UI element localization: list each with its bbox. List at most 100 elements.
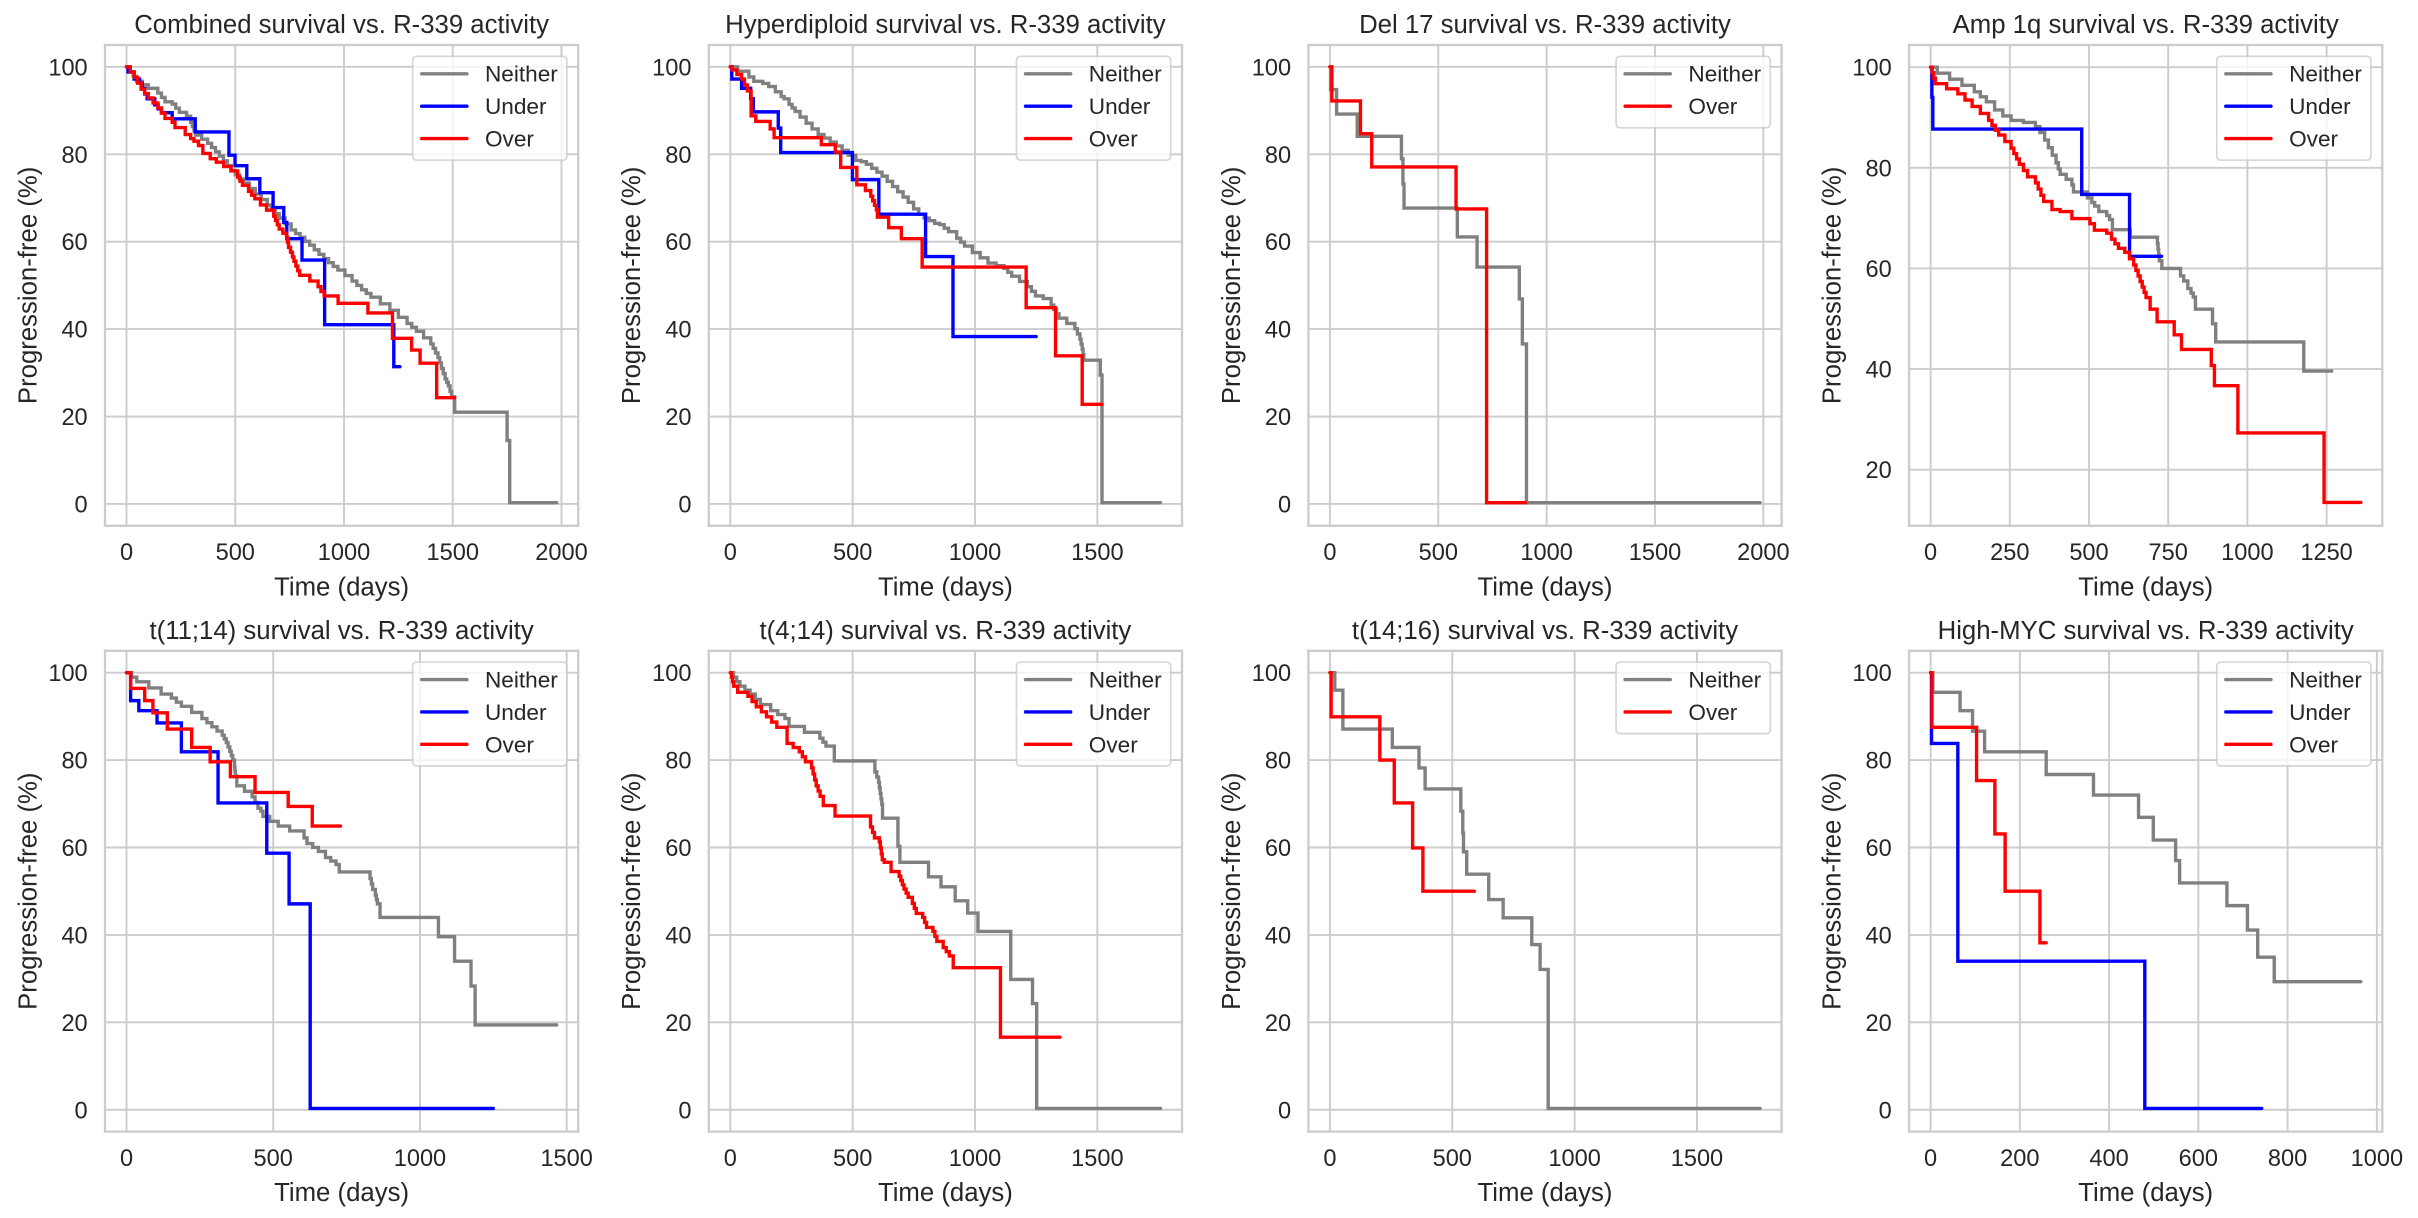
- svg-text:0: 0: [1924, 1145, 1937, 1171]
- svg-text:60: 60: [1265, 835, 1291, 861]
- svg-text:1500: 1500: [427, 539, 479, 565]
- svg-text:Progression-free (%): Progression-free (%): [1818, 772, 1846, 1009]
- svg-text:Under: Under: [1089, 94, 1151, 119]
- svg-text:750: 750: [2149, 539, 2188, 565]
- svg-text:40: 40: [1866, 357, 1892, 383]
- svg-text:Neither: Neither: [1688, 62, 1761, 87]
- svg-text:Under: Under: [485, 94, 547, 119]
- svg-text:Under: Under: [485, 700, 547, 725]
- svg-text:80: 80: [61, 748, 87, 774]
- svg-text:1000: 1000: [318, 539, 370, 565]
- svg-text:400: 400: [2089, 1145, 2128, 1171]
- svg-text:Over: Over: [485, 126, 534, 151]
- svg-text:Neither: Neither: [1089, 62, 1162, 87]
- svg-text:40: 40: [665, 922, 691, 948]
- svg-text:0: 0: [1278, 491, 1291, 517]
- svg-text:1000: 1000: [949, 1145, 1001, 1171]
- svg-text:1500: 1500: [1071, 1145, 1123, 1171]
- svg-text:0: 0: [678, 491, 691, 517]
- svg-text:20: 20: [665, 1010, 691, 1036]
- svg-text:Hyperdiploid survival vs. R-33: Hyperdiploid survival vs. R-339 activity: [725, 11, 1166, 39]
- svg-text:500: 500: [216, 539, 255, 565]
- svg-text:60: 60: [1265, 229, 1291, 255]
- svg-text:800: 800: [2268, 1145, 2307, 1171]
- svg-text:2000: 2000: [535, 539, 587, 565]
- svg-text:Under: Under: [1089, 700, 1151, 725]
- svg-text:60: 60: [1866, 256, 1892, 282]
- svg-text:100: 100: [1252, 54, 1291, 80]
- svg-text:40: 40: [1866, 922, 1892, 948]
- svg-text:40: 40: [61, 922, 87, 948]
- svg-text:1500: 1500: [1629, 539, 1681, 565]
- svg-text:80: 80: [665, 748, 691, 774]
- svg-text:Over: Over: [2289, 732, 2338, 757]
- svg-text:Over: Over: [1089, 126, 1138, 151]
- svg-text:1000: 1000: [2351, 1145, 2403, 1171]
- svg-text:100: 100: [652, 660, 691, 686]
- svg-text:100: 100: [48, 54, 87, 80]
- svg-text:1500: 1500: [1071, 539, 1123, 565]
- svg-text:60: 60: [665, 835, 691, 861]
- svg-text:Amp 1q survival vs. R-339 acti: Amp 1q survival vs. R-339 activity: [1953, 11, 2339, 39]
- svg-text:Time (days): Time (days): [878, 1179, 1013, 1207]
- svg-text:0: 0: [75, 1097, 88, 1123]
- svg-text:80: 80: [1866, 748, 1892, 774]
- svg-text:Over: Over: [2289, 126, 2338, 151]
- svg-text:t(11;14) survival vs. R-339 ac: t(11;14) survival vs. R-339 activity: [149, 617, 533, 645]
- svg-text:Combined survival vs. R-339 ac: Combined survival vs. R-339 activity: [134, 11, 549, 39]
- svg-text:t(14;16) survival vs. R-339 ac: t(14;16) survival vs. R-339 activity: [1352, 617, 1738, 645]
- svg-text:Progression-free (%): Progression-free (%): [1818, 167, 1846, 404]
- svg-text:600: 600: [2179, 1145, 2218, 1171]
- svg-text:0: 0: [1879, 1097, 1892, 1123]
- svg-text:1000: 1000: [2221, 539, 2273, 565]
- svg-text:20: 20: [1866, 457, 1892, 483]
- svg-text:1500: 1500: [1671, 1145, 1723, 1171]
- svg-text:Under: Under: [2289, 700, 2351, 725]
- svg-text:1000: 1000: [949, 539, 1001, 565]
- svg-text:20: 20: [1265, 404, 1291, 430]
- svg-text:0: 0: [75, 491, 88, 517]
- svg-text:Neither: Neither: [1688, 668, 1761, 693]
- svg-text:Time (days): Time (days): [274, 573, 409, 601]
- svg-text:40: 40: [61, 317, 87, 343]
- svg-text:0: 0: [1323, 539, 1336, 565]
- svg-text:Over: Over: [485, 732, 534, 757]
- svg-text:500: 500: [833, 539, 872, 565]
- svg-text:20: 20: [1866, 1010, 1892, 1036]
- svg-text:500: 500: [1419, 539, 1458, 565]
- svg-text:Progression-free (%): Progression-free (%): [618, 772, 646, 1009]
- svg-text:250: 250: [1990, 539, 2029, 565]
- svg-text:Progression-free (%): Progression-free (%): [1218, 167, 1246, 404]
- svg-text:100: 100: [1852, 55, 1891, 81]
- svg-text:100: 100: [1852, 660, 1891, 686]
- svg-text:Time (days): Time (days): [2078, 573, 2213, 601]
- svg-text:Time (days): Time (days): [878, 573, 1013, 601]
- svg-text:t(4;14) survival vs. R-339 act: t(4;14) survival vs. R-339 activity: [759, 617, 1131, 645]
- svg-text:Progression-free (%): Progression-free (%): [14, 772, 42, 1009]
- svg-text:Progression-free (%): Progression-free (%): [618, 167, 646, 404]
- svg-text:2000: 2000: [1737, 539, 1789, 565]
- svg-text:1000: 1000: [394, 1145, 446, 1171]
- svg-text:Progression-free (%): Progression-free (%): [1218, 772, 1246, 1009]
- svg-text:0: 0: [678, 1097, 691, 1123]
- svg-text:Over: Over: [1688, 94, 1737, 119]
- svg-text:80: 80: [1866, 155, 1892, 181]
- svg-text:Time (days): Time (days): [2078, 1179, 2213, 1207]
- svg-text:500: 500: [254, 1145, 293, 1171]
- svg-text:20: 20: [1265, 1010, 1291, 1036]
- svg-text:60: 60: [61, 835, 87, 861]
- svg-text:100: 100: [652, 54, 691, 80]
- svg-text:1500: 1500: [540, 1145, 592, 1171]
- svg-text:1000: 1000: [1520, 539, 1572, 565]
- svg-text:Neither: Neither: [485, 668, 558, 693]
- svg-text:High-MYC survival vs. R-339 ac: High-MYC survival vs. R-339 activity: [1938, 617, 2354, 645]
- svg-text:Time (days): Time (days): [1478, 573, 1613, 601]
- svg-text:Time (days): Time (days): [274, 1179, 409, 1207]
- svg-text:500: 500: [2069, 539, 2108, 565]
- svg-text:80: 80: [665, 142, 691, 168]
- svg-text:Under: Under: [2289, 94, 2351, 119]
- svg-text:20: 20: [61, 404, 87, 430]
- svg-text:1250: 1250: [2300, 539, 2352, 565]
- svg-text:Time (days): Time (days): [1478, 1179, 1613, 1207]
- svg-text:200: 200: [2000, 1145, 2039, 1171]
